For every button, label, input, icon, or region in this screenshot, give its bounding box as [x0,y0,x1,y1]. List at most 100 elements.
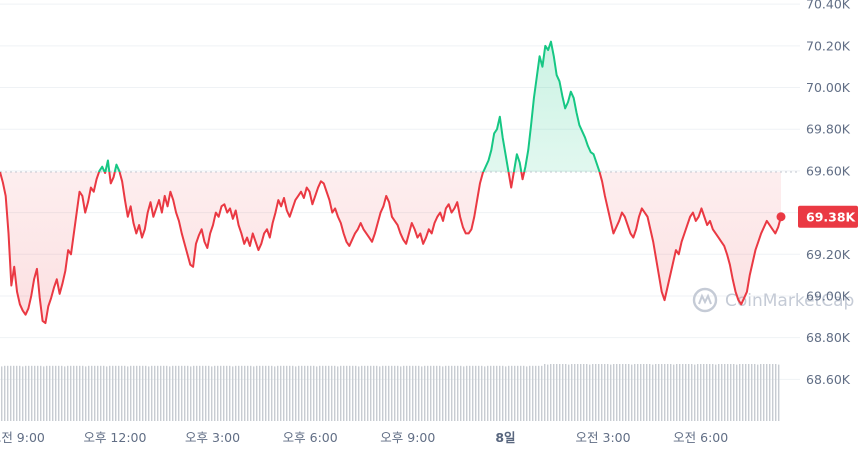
x-tick-label: 8일 [495,430,515,445]
volume-bar [469,365,471,421]
volume-bar [349,365,351,421]
volume-bar [52,365,54,421]
volume-bar [526,366,528,421]
volume-bar [472,365,474,421]
volume-bar [139,365,141,421]
volume-bar [370,365,372,421]
volume-bar [697,364,699,421]
y-axis: 68.60K68.80K69.00K69.20K69.40K69.60K69.8… [806,0,851,387]
volume-bar [628,364,630,421]
volume-bar [301,365,303,421]
volume-bar [328,365,330,421]
volume-bar [199,365,201,421]
volume-bar [406,365,408,421]
volume-bar [463,366,465,421]
current-price-label: 69.38K [806,209,857,224]
y-tick-label: 68.80K [806,330,851,345]
volume-bar [760,364,762,421]
volume-bar [145,365,147,421]
volume-bar [424,365,426,421]
volume-bar [268,365,270,421]
x-tick-label: 오후 3:00 [185,430,240,445]
volume-bar [670,364,672,421]
volume-bar [55,365,57,421]
volume-bar [43,366,45,421]
volume-bar [562,364,564,421]
volume-bar [388,365,390,421]
volume-bar [676,364,678,421]
volume-bar [274,366,276,421]
volume-bar [286,365,288,421]
volume-bar [142,365,144,421]
volume-bar [757,364,759,421]
volume-bar [661,364,663,421]
volume-bar [175,365,177,421]
volume-bar [40,365,42,421]
volume-bar [460,365,462,421]
volume-bar [232,366,234,421]
volume-bar [136,365,138,421]
y-tick-label: 70.00K [806,80,851,95]
volume-bar [85,366,87,421]
volume-bar [226,365,228,421]
volume-bar [514,365,516,421]
volume-bar [13,365,15,421]
volume-bar [667,364,669,421]
volume-bar [520,365,522,421]
volume-bar [730,364,732,421]
volume-bar [679,364,681,421]
volume-bar [700,364,702,421]
y-tick-label: 69.80K [806,122,851,137]
volume-bar [778,364,780,421]
volume-bar [115,365,117,421]
volume-bar [418,365,420,421]
volume-bar [553,364,555,421]
volume-bar [109,365,111,421]
volume-bar [607,364,609,421]
volume-bar [361,365,363,421]
volume-bar [565,364,567,421]
volume-bar [592,364,594,421]
volume-bar [205,365,207,421]
volume-bar [640,364,642,421]
volume-bar [103,365,105,421]
volume-bar [685,364,687,421]
volume-bar [241,365,243,421]
volume-bar [259,365,261,421]
volume-bar [556,364,558,421]
volume-bar [322,365,324,421]
volume-bar [19,365,21,421]
volume-bar [25,365,27,421]
volume-bar [742,364,744,421]
volume-bar [133,365,135,421]
volume-bar [775,364,777,421]
volume-bar [112,365,114,421]
volume-bar [496,365,498,421]
volume-bar [682,364,684,421]
current-price-dot [776,212,786,222]
area-below-baseline [0,171,781,324]
volume-bar [100,365,102,421]
volume-bar [421,366,423,421]
volume-bar [124,365,126,421]
volume-bar [430,365,432,421]
volume-bar [280,365,282,421]
volume-bar [7,365,9,421]
volume-bar [739,364,741,421]
volume-bar [457,365,459,421]
current-price-tag: 69.38K [798,205,858,228]
volume-bar [595,364,597,421]
volume-bar [73,365,75,421]
volume-bar [532,365,534,421]
volume-bar [79,365,81,421]
volume-bar [622,364,624,421]
volume-bar [106,366,108,421]
price-line [0,40,782,325]
x-axis: 오전 9:00 오후 12:00 오후 3:00 오후 6:00 오후 9:00 8일 오전… [0,430,728,445]
volume-bar [127,366,129,421]
volume-bar [493,365,495,421]
volume-bar [229,365,231,421]
volume-bar [445,365,447,421]
